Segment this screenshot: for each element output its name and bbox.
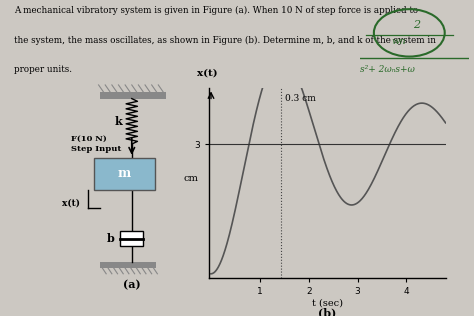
Text: 0.3 cm: 0.3 cm xyxy=(285,94,316,103)
Text: proper units.: proper units. xyxy=(14,65,72,74)
Text: Step Input: Step Input xyxy=(71,145,121,153)
Text: b: b xyxy=(107,233,115,244)
Text: 2: 2 xyxy=(413,20,420,30)
Bar xyxy=(100,262,156,268)
Text: s²+ 2ωₙs+ω: s²+ 2ωₙs+ω xyxy=(360,65,415,74)
Text: k: k xyxy=(115,116,122,127)
Text: x(t): x(t) xyxy=(197,68,218,77)
Text: F(10 N): F(10 N) xyxy=(71,134,107,143)
Bar xyxy=(100,92,166,99)
Text: (a): (a) xyxy=(123,280,141,291)
Text: A mechanical vibratory system is given in Figure (a). When 10 N of step force is: A mechanical vibratory system is given i… xyxy=(14,6,419,15)
Bar xyxy=(94,158,155,190)
Text: m: m xyxy=(118,167,131,180)
Text: x(t): x(t) xyxy=(62,199,80,208)
Text: the system, the mass oscillates, as shown in Figure (b). Determine m, b, and k o: the system, the mass oscillates, as show… xyxy=(14,35,436,45)
Bar xyxy=(120,231,143,246)
Text: (b): (b) xyxy=(318,307,336,316)
X-axis label: t (sec): t (sec) xyxy=(311,299,343,308)
Y-axis label: cm: cm xyxy=(183,174,199,183)
Text: wn: wn xyxy=(391,37,406,46)
